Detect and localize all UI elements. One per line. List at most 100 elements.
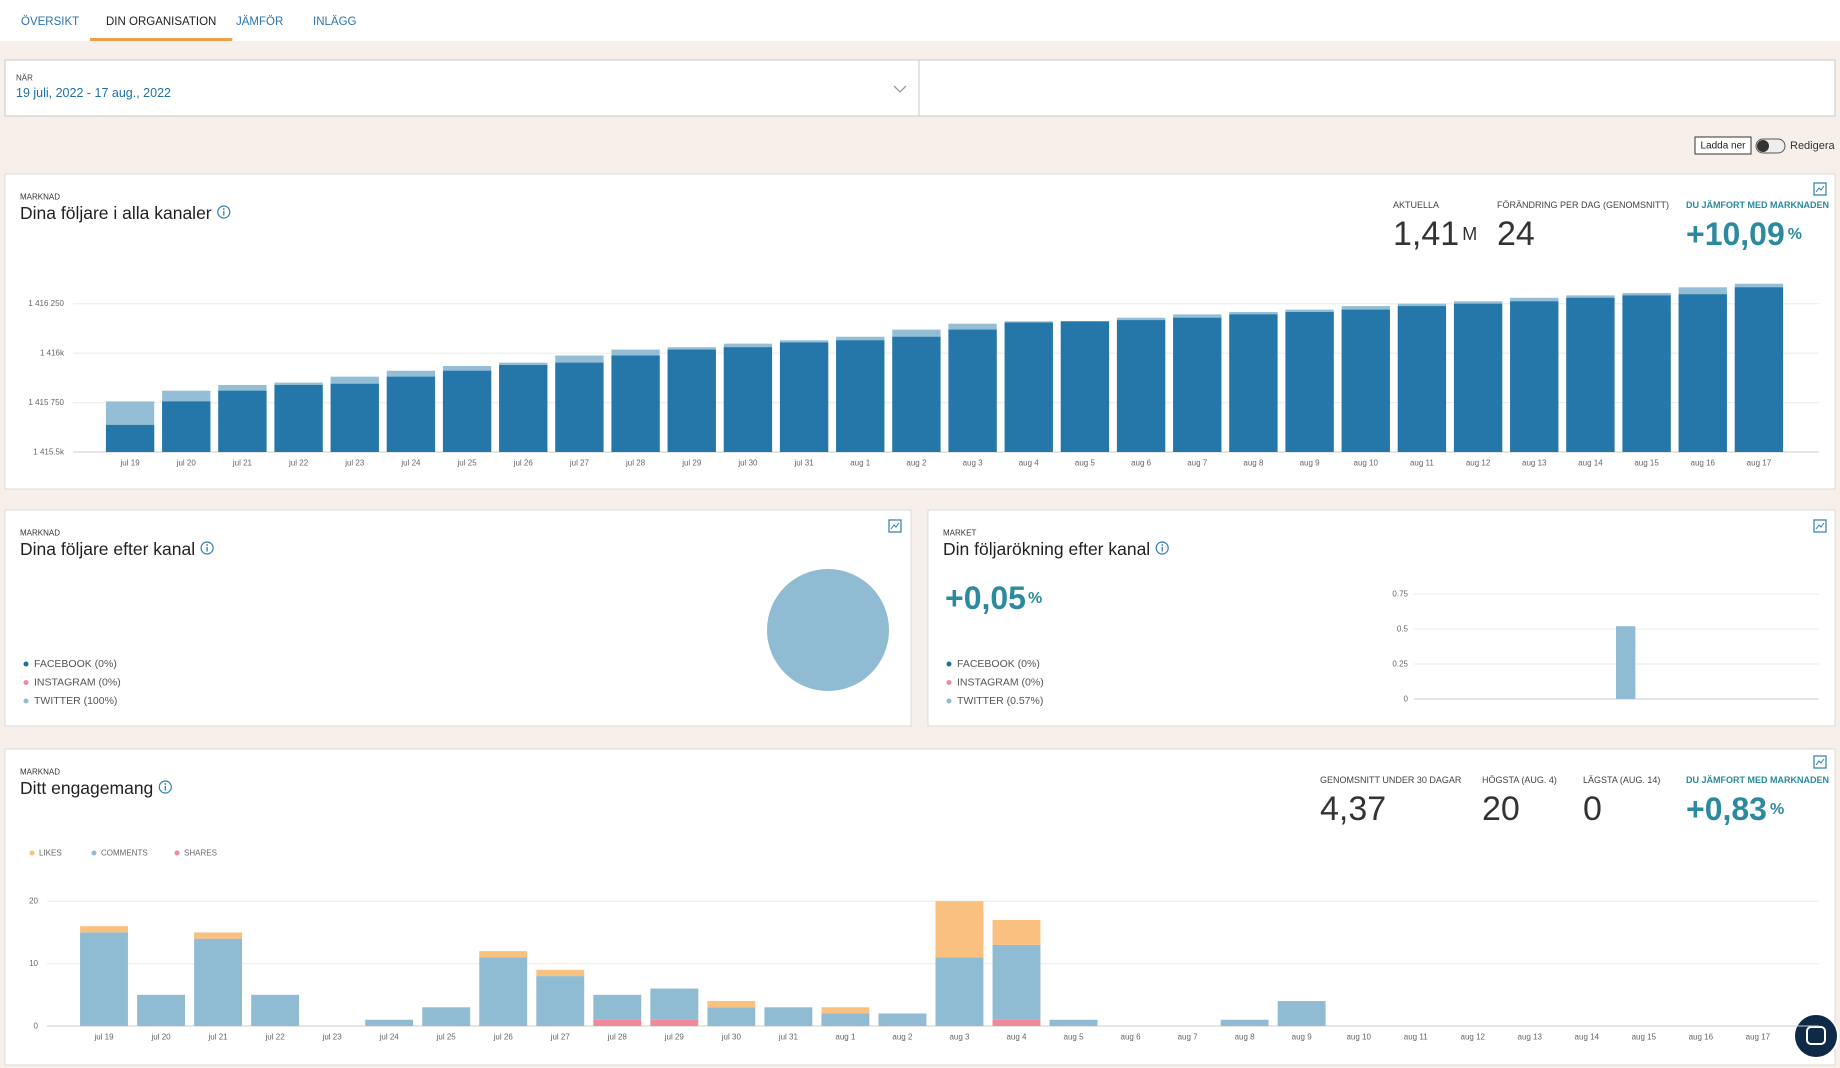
x-tick-label: aug 14 (1578, 459, 1603, 468)
bar-segment (80, 932, 128, 1026)
x-tick-label: aug 12 (1461, 1033, 1486, 1042)
panel-kicker: MARKNAD (20, 768, 60, 777)
date-filter[interactable] (4, 59, 1836, 117)
bar-segment (935, 957, 984, 1026)
x-tick-label: jul 22 (288, 459, 309, 468)
kpi-label: DU JÄMFORT MED MARKNADEN (1686, 775, 1829, 785)
bar (555, 362, 604, 452)
info-icon (217, 205, 231, 219)
bar (105, 424, 155, 452)
bar-segment (992, 944, 1041, 1020)
y-tick-label: 0.25 (1392, 660, 1408, 669)
info-icon (158, 780, 172, 794)
x-tick-label: jul 19 (120, 459, 141, 468)
y-tick-label: 10 (29, 959, 38, 968)
x-tick-label: aug 5 (1075, 459, 1096, 468)
bar-segment (821, 1013, 870, 1026)
x-tick-label: aug 16 (1689, 1033, 1714, 1042)
x-tick-label: aug 16 (1691, 459, 1716, 468)
edit-label: Redigera (1790, 140, 1836, 152)
kpi-number: 0 (1583, 790, 1602, 828)
bar-segment (821, 1007, 870, 1014)
info-circle (158, 780, 172, 794)
chevron[interactable] (893, 85, 907, 93)
kpi-number: 1,41 (1393, 215, 1459, 253)
panel-title: Ditt engagemang (20, 778, 153, 798)
chat-button[interactable] (1793, 1013, 1839, 1059)
x-tick-label: aug 7 (1178, 1033, 1199, 1042)
chart-icon[interactable] (1813, 519, 1827, 533)
x-tick-label: jul 30 (737, 459, 758, 468)
highlight-value: +0,05% (945, 580, 1042, 616)
x-tick-label: aug 7 (1187, 459, 1208, 468)
panel-kicker: MARKNAD (20, 193, 60, 202)
download-button[interactable] (1694, 136, 1752, 155)
kpi-value: 24 (1497, 215, 1535, 253)
chat-glyph (1806, 1026, 1826, 1045)
legend-dot (23, 661, 29, 667)
y-tick-label: 0.75 (1392, 590, 1408, 599)
x-tick-label: aug 6 (1121, 1033, 1142, 1042)
info-dot (164, 783, 167, 785)
bar (1510, 301, 1559, 452)
panel (4, 509, 912, 727)
bar-segment (1277, 1001, 1326, 1026)
x-tick-label: aug 11 (1404, 1033, 1428, 1042)
x-tick-label: aug 5 (1064, 1033, 1085, 1042)
kpi-label: HÖGSTA (AUG. 4) (1482, 775, 1557, 785)
x-tick-label: jul 29 (664, 1033, 685, 1042)
bar-segment (992, 1019, 1041, 1026)
chart-icon-line (1815, 758, 1825, 766)
legend-dot (91, 850, 97, 856)
bar-segment (251, 994, 300, 1026)
legend-dot (174, 850, 180, 856)
info-circle (217, 205, 231, 219)
y-tick-label: 20 (29, 897, 38, 906)
x-tick-label: aug 1 (850, 459, 871, 468)
x-tick-label: aug 14 (1575, 1033, 1600, 1042)
chat-circle (1793, 1013, 1839, 1059)
tab[interactable]: JÄMFÖR (236, 16, 283, 28)
chart-icon[interactable] (1813, 755, 1827, 769)
tab[interactable]: INLÄGG (313, 16, 357, 28)
x-tick-label: aug 4 (1006, 1033, 1027, 1042)
bar-segment (707, 1001, 756, 1008)
highlight-unit: % (1028, 590, 1042, 607)
chart-icon[interactable] (1813, 182, 1827, 196)
x-tick-label: jul 23 (344, 459, 365, 468)
bar-segment (935, 901, 984, 958)
bar-segment (992, 919, 1041, 945)
x-tick-label: aug 15 (1634, 459, 1659, 468)
x-tick-label: jul 28 (625, 459, 646, 468)
legend-label: TWITTER (100%) (34, 695, 117, 707)
chart-icon[interactable] (888, 519, 902, 533)
bar-segment (878, 1013, 927, 1026)
tab[interactable]: DIN ORGANISATION (106, 16, 216, 28)
bar (1453, 303, 1503, 452)
panel-kicker: MARKNAD (20, 529, 60, 538)
kpi-value: +0,83% (1686, 791, 1784, 827)
y-tick-label: 0 (34, 1022, 39, 1031)
x-tick-label: jul 31 (794, 459, 815, 468)
kpi-label: LÄGSTA (AUG. 14) (1583, 775, 1660, 785)
x-tick-label: jul 20 (176, 459, 197, 468)
bar (723, 347, 773, 452)
legend-label: INSTAGRAM (0%) (957, 677, 1044, 689)
bar (1004, 322, 1053, 452)
kpi-value: 20 (1482, 790, 1520, 828)
bar-segment (194, 932, 243, 939)
x-tick-label: jul 23 (322, 1033, 343, 1042)
legend-label: FACEBOOK (0%) (957, 658, 1040, 670)
bar-segment (137, 994, 185, 1026)
kpi-unit: % (1770, 801, 1784, 818)
kpi-label: AKTUELLA (1393, 200, 1439, 210)
kpi-label: DU JÄMFORT MED MARKNADEN (1686, 200, 1829, 210)
tab[interactable]: ÖVERSIKT (21, 16, 79, 28)
download-label[interactable]: Ladda ner (1700, 141, 1746, 152)
y-tick-label: 0 (1404, 695, 1409, 704)
info-dot (206, 544, 209, 546)
x-tick-label: jul 31 (778, 1033, 799, 1042)
bar (667, 349, 716, 452)
kpi-unit: % (1788, 226, 1802, 243)
